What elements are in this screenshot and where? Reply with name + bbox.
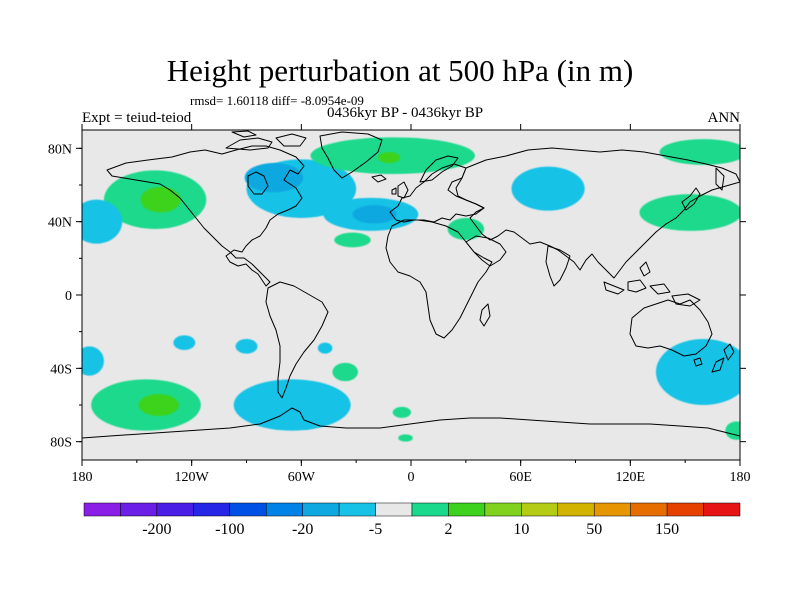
anomaly-ross-pos: [725, 421, 740, 440]
colorbar-bin: [411, 502, 449, 517]
anomaly-siberia-neg: [511, 166, 585, 211]
anomaly-atlantic-neg-core: [352, 205, 397, 224]
colorbar-label: -20: [292, 521, 313, 538]
anomaly-east-pacific-south-neg: [173, 335, 196, 350]
colorbar-label: -5: [369, 521, 382, 538]
period-label: 0436kyr BP - 0436kyr BP: [326, 105, 484, 121]
colorbar-bin: [557, 502, 595, 517]
lat-tick-label: 80N: [48, 142, 72, 157]
anomaly-south-atlantic-pos: [332, 362, 358, 382]
anomaly-mid-atlantic-pos: [334, 232, 371, 248]
colorbar-bin: [703, 502, 741, 517]
lat-tick-label: 40N: [48, 216, 72, 231]
lon-tick-label: 120E: [616, 470, 646, 485]
colorbar-bin: [302, 502, 340, 517]
colorbar-label: -100: [215, 521, 244, 538]
colorbar-label: 2: [444, 521, 452, 538]
colorbar-bin: [448, 502, 486, 517]
anomaly-south-atlantic-neg-small: [317, 342, 333, 354]
colorbar-bin: [156, 502, 194, 517]
anomaly-east-siberia-pos: [659, 139, 740, 165]
colorbar-label: 150: [655, 521, 679, 538]
coastlines: [82, 130, 740, 439]
lon-tick-label: 180: [72, 470, 93, 485]
anomaly-south-atlantic-neg: [233, 379, 351, 431]
season-label: ANN: [707, 110, 741, 126]
colorbar: -200 -100 -20 -5 2 10 50 150: [83, 502, 741, 538]
colorbar-bin: [265, 502, 303, 517]
stats-line: rmsd= 1.60118 diff= -8.0954e-09: [190, 93, 364, 108]
anomaly-tasman-neg: [655, 339, 740, 405]
experiment-label: Expt = teiud-teiod: [82, 110, 192, 126]
anomaly-mediterranean-pos: [447, 218, 485, 240]
lat-tick-label: 0: [65, 289, 72, 304]
anomaly-southwest-pacific-neg: [82, 346, 104, 376]
colorbar-bin: [666, 502, 704, 517]
lon-tick-label: 180: [730, 470, 751, 485]
anomaly-greenland-pos-core: [378, 152, 401, 163]
anomaly-north-pacific-pos: [639, 194, 740, 231]
anomaly-east-pacific-neg: [82, 199, 123, 244]
lat-tick-label: 40S: [50, 362, 72, 377]
colorbar-bin: [120, 502, 158, 517]
anomaly-south-pacific-pos-core: [138, 394, 179, 416]
colorbar-bin: [338, 502, 376, 517]
lon-tick-label: 0: [408, 470, 415, 485]
colorbar-bin: [593, 502, 631, 517]
anomaly-southern-ocean-pos: [392, 406, 411, 418]
colorbar-label: 50: [586, 521, 602, 538]
colorbar-bin: [193, 502, 231, 517]
colorbar-label: -200: [142, 521, 171, 538]
anomaly-north-america-pos-core: [140, 186, 181, 213]
colorbar-bin: [229, 502, 267, 517]
colorbar-bin: [375, 502, 413, 517]
colorbar-bin: [83, 502, 121, 517]
colorbar-bin: [484, 502, 522, 517]
lon-tick-label: 60E: [509, 470, 532, 485]
lon-tick-label: 60W: [288, 470, 316, 485]
colorbar-bin: [630, 502, 668, 517]
colorbar-label: 10: [513, 521, 529, 538]
anomaly-antarctic-pos: [398, 434, 413, 442]
colorbar-bin: [521, 502, 559, 517]
plot-title: Height perturbation at 500 hPa (in m): [166, 53, 634, 88]
anomaly-tropical-atlantic-neg: [235, 339, 258, 354]
lon-tick-label: 120W: [175, 470, 210, 485]
anomaly-canada-neg-core: [244, 163, 304, 193]
anomaly-layer: [82, 137, 740, 442]
lat-tick-label: 80S: [50, 436, 72, 451]
axis-ticks: 180 120W 60W 0 60E 120E 180 80N 40N 0 40S 80S: [48, 124, 751, 485]
